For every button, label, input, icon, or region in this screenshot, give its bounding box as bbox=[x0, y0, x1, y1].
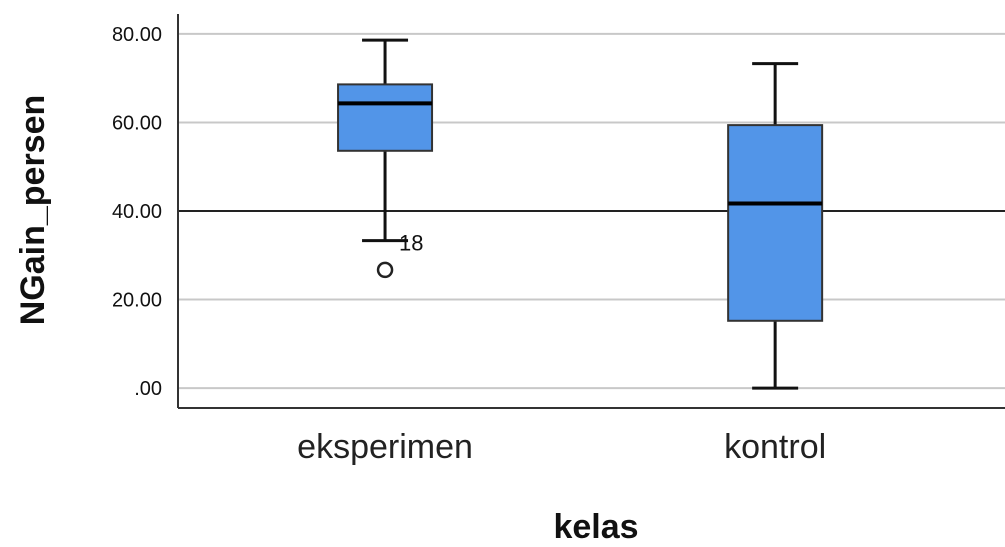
boxes: 18 bbox=[337, 38, 824, 390]
y-tick-label: 80.00 bbox=[112, 24, 162, 46]
outlier-label: 18 bbox=[399, 231, 423, 256]
iqr-box bbox=[337, 83, 434, 152]
x-axis-title: kelas bbox=[553, 508, 638, 542]
x-tick-label: eksperimen bbox=[297, 428, 473, 466]
outlier-point bbox=[376, 261, 394, 279]
y-tick-label: .00 bbox=[134, 378, 162, 400]
x-tick-label: kontrol bbox=[724, 428, 826, 466]
y-tick-label: 60.00 bbox=[112, 112, 162, 134]
labels: kelas NGain_persen .00 20.00 40.00 60.00 80.… bbox=[14, 24, 826, 546]
box-group: 18 bbox=[337, 38, 434, 279]
axes bbox=[177, 14, 1005, 409]
y-tick-label: 20.00 bbox=[112, 290, 162, 312]
y-tick-label: 40.00 bbox=[112, 201, 162, 223]
y-axis-title: NGain_persen bbox=[14, 95, 52, 326]
iqr-box bbox=[727, 124, 824, 322]
box-group bbox=[727, 62, 824, 390]
